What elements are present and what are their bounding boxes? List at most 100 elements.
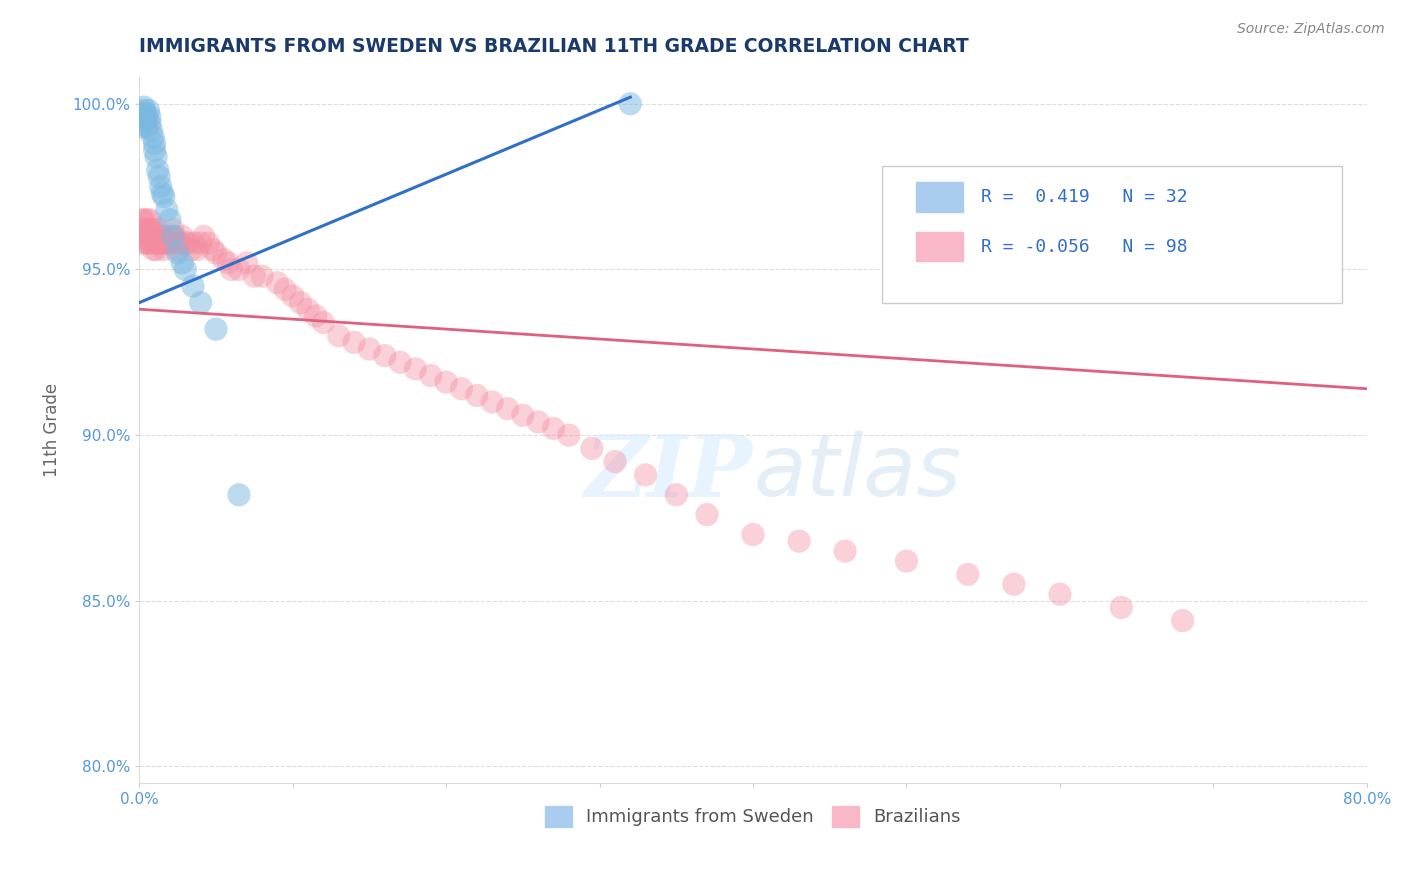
Point — [250, 269, 273, 284]
Point — [1049, 587, 1071, 601]
Point — [389, 355, 412, 369]
Point — [162, 229, 184, 244]
Point — [146, 223, 169, 237]
Point — [956, 567, 979, 582]
Point — [141, 229, 163, 244]
Point — [187, 243, 209, 257]
Point — [141, 223, 163, 237]
Point — [163, 229, 186, 244]
Point — [131, 223, 153, 237]
Point — [131, 212, 153, 227]
Point — [359, 342, 381, 356]
Point — [221, 262, 243, 277]
Point — [141, 235, 163, 250]
Point — [266, 276, 288, 290]
Point — [167, 235, 190, 250]
Point — [150, 229, 173, 244]
Point — [527, 415, 550, 429]
Bar — [917, 232, 963, 261]
Point — [139, 235, 162, 250]
Point — [190, 295, 212, 310]
Point — [134, 235, 156, 250]
Point — [148, 235, 170, 250]
Text: ZIP: ZIP — [585, 431, 754, 515]
Point — [139, 117, 162, 131]
Point — [148, 169, 170, 184]
Point — [181, 279, 204, 293]
Point — [634, 467, 657, 482]
Point — [141, 123, 163, 137]
Point — [136, 223, 159, 237]
Point — [131, 107, 153, 121]
Point — [305, 309, 328, 323]
Point — [404, 362, 426, 376]
Point — [212, 252, 235, 267]
Point — [160, 229, 183, 244]
Point — [134, 229, 156, 244]
Point — [149, 235, 172, 250]
FancyBboxPatch shape — [882, 166, 1343, 303]
Point — [162, 223, 184, 237]
Point — [150, 186, 173, 201]
Point — [136, 110, 159, 124]
Point — [205, 322, 228, 336]
Point — [143, 229, 166, 244]
Point — [172, 256, 194, 270]
Point — [274, 282, 297, 296]
Point — [696, 508, 718, 522]
Point — [132, 212, 155, 227]
Point — [145, 243, 167, 257]
Point — [217, 256, 239, 270]
Point — [146, 163, 169, 178]
Point — [190, 235, 212, 250]
Point — [136, 120, 159, 134]
Point — [148, 229, 170, 244]
Point — [143, 136, 166, 151]
Point — [177, 235, 200, 250]
Point — [132, 103, 155, 118]
Point — [235, 256, 257, 270]
Point — [166, 246, 188, 260]
Point — [143, 235, 166, 250]
Point — [172, 229, 194, 244]
Bar — [917, 183, 963, 212]
Point — [205, 246, 228, 260]
Point — [156, 202, 179, 217]
Point — [281, 289, 304, 303]
Point — [139, 110, 162, 124]
Point — [132, 100, 155, 114]
Point — [159, 235, 181, 250]
Point — [166, 243, 188, 257]
Point — [136, 235, 159, 250]
Point — [512, 409, 534, 423]
Point — [142, 130, 165, 145]
Point — [132, 223, 155, 237]
Point — [197, 235, 219, 250]
Point — [153, 189, 176, 203]
Point — [1002, 577, 1025, 591]
Point — [228, 262, 250, 277]
Point — [143, 143, 166, 157]
Point — [170, 235, 193, 250]
Point — [159, 212, 181, 227]
Point — [434, 375, 457, 389]
Point — [201, 243, 224, 257]
Point — [603, 455, 626, 469]
Point — [193, 229, 215, 244]
Point — [243, 269, 266, 284]
Point — [228, 488, 250, 502]
Point — [619, 96, 641, 111]
Text: atlas: atlas — [754, 431, 962, 514]
Point — [157, 235, 180, 250]
Point — [149, 179, 172, 194]
Point — [297, 302, 319, 317]
Point — [146, 235, 169, 250]
Point — [145, 229, 167, 244]
Text: R = -0.056   N = 98: R = -0.056 N = 98 — [981, 237, 1188, 256]
Point — [138, 103, 160, 118]
Point — [142, 243, 165, 257]
Point — [328, 328, 350, 343]
Point — [180, 243, 202, 257]
Point — [165, 235, 187, 250]
Text: IMMIGRANTS FROM SWEDEN VS BRAZILIAN 11TH GRADE CORRELATION CHART: IMMIGRANTS FROM SWEDEN VS BRAZILIAN 11TH… — [139, 37, 969, 56]
